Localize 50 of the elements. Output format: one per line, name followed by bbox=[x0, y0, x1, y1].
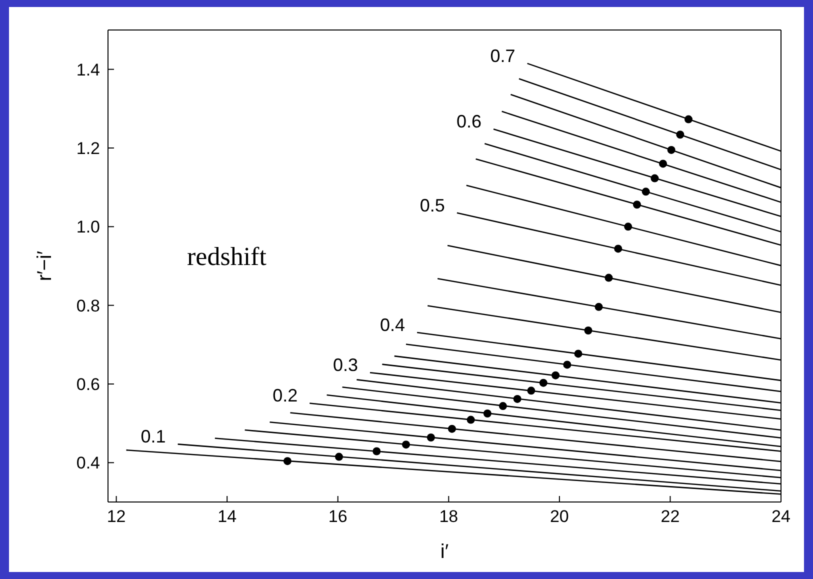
point bbox=[594, 302, 603, 311]
point bbox=[563, 360, 572, 369]
x-tick-label: 14 bbox=[218, 507, 237, 526]
point bbox=[513, 394, 522, 403]
point bbox=[624, 222, 632, 231]
annotation: redshift bbox=[187, 242, 266, 272]
y-axis-title: r′−i′ bbox=[34, 250, 56, 282]
x-tick-label: 18 bbox=[439, 507, 458, 526]
point bbox=[334, 452, 343, 461]
y-tick-label: 1.0 bbox=[76, 218, 100, 237]
x-tick-label: 16 bbox=[328, 507, 348, 526]
annotation: 0.4 bbox=[380, 314, 406, 335]
annotation: 0.6 bbox=[456, 112, 482, 132]
annotation: 0.1 bbox=[140, 426, 166, 447]
point bbox=[426, 433, 435, 442]
x-axis-title: i′ bbox=[440, 541, 449, 563]
point bbox=[667, 146, 676, 154]
point bbox=[574, 350, 582, 358]
point bbox=[614, 244, 622, 253]
point bbox=[676, 130, 684, 139]
y-tick-label: 0.4 bbox=[76, 454, 100, 473]
point bbox=[372, 447, 381, 456]
y-tick-label: 0.8 bbox=[76, 296, 100, 316]
point bbox=[552, 371, 560, 380]
point bbox=[283, 457, 292, 466]
point bbox=[448, 424, 456, 433]
point bbox=[632, 200, 641, 209]
point bbox=[498, 402, 507, 410]
point bbox=[584, 326, 592, 335]
annotation: 0.5 bbox=[420, 195, 445, 216]
x-tick-label: 20 bbox=[550, 507, 569, 526]
point bbox=[659, 160, 668, 168]
point bbox=[527, 386, 536, 395]
annotation: 0.7 bbox=[490, 46, 516, 66]
point bbox=[650, 174, 659, 182]
y-tick-label: 1.2 bbox=[76, 139, 100, 158]
point bbox=[684, 115, 692, 124]
point bbox=[483, 410, 492, 418]
point bbox=[642, 188, 650, 196]
point bbox=[402, 440, 410, 449]
point bbox=[539, 378, 548, 387]
annotation: 0.3 bbox=[332, 354, 358, 375]
y-tick-label: 1.4 bbox=[76, 60, 100, 80]
x-tick-label: 12 bbox=[106, 507, 126, 526]
point bbox=[604, 274, 613, 282]
y-tick-label: 0.6 bbox=[76, 375, 100, 394]
x-tick-label: 22 bbox=[660, 507, 680, 526]
point bbox=[466, 416, 475, 424]
annotation: 0.2 bbox=[272, 386, 298, 406]
x-tick-label: 24 bbox=[772, 507, 790, 526]
